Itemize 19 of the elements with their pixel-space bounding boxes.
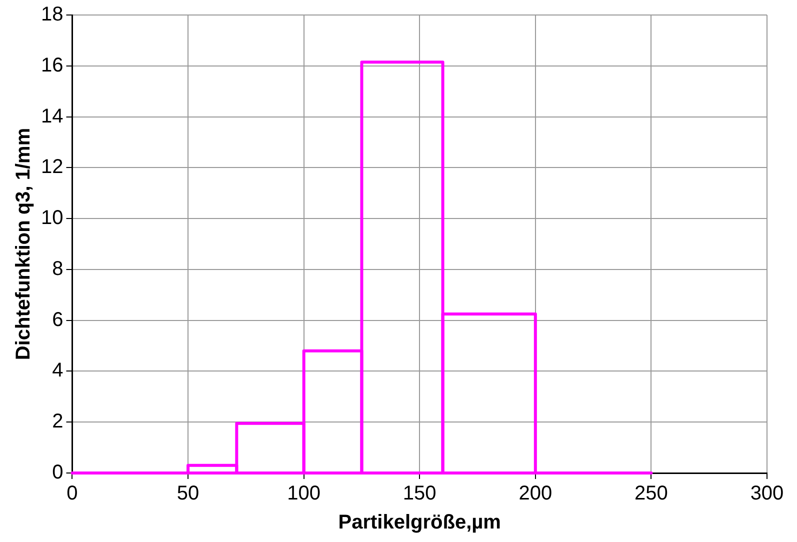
x-tick-label: 200: [518, 482, 552, 505]
x-tick-label: 300: [750, 482, 784, 505]
y-tick-label: 14: [40, 105, 64, 128]
y-tick-label: 10: [40, 207, 64, 230]
y-tick-label: 0: [52, 462, 64, 484]
y-tick-label: 18: [40, 4, 64, 26]
x-tick-label: 250: [634, 482, 668, 505]
y-tick-label: 8: [52, 258, 64, 280]
x-tick-label: 100: [287, 482, 321, 505]
x-tick-label: 150: [402, 482, 436, 505]
y-tick-label: 12: [40, 156, 64, 178]
x-axis-title: Partikelgröße,µm: [338, 512, 501, 534]
y-tick-label: 4: [52, 360, 64, 382]
x-tick-label: 50: [176, 482, 200, 505]
y-axis-title: Dichtefunktion q3, 1/mm: [12, 128, 35, 360]
y-tick-label: 16: [40, 54, 64, 76]
y-tick-label: 6: [52, 308, 64, 331]
y-tick-label: 2: [52, 410, 64, 433]
x-tick-label: 0: [66, 482, 78, 505]
